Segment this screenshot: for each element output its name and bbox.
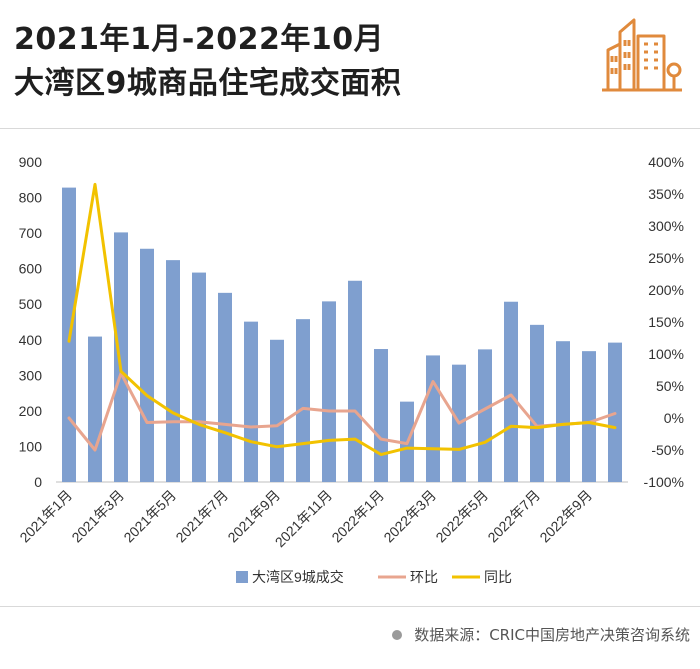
x-tick-label: 2022年1月 (328, 487, 387, 546)
title-divider (0, 128, 700, 129)
source-note: 数据来源：CRIC中国房地产决策咨询系统 (392, 624, 690, 645)
y-left-tick-label: 400 (19, 332, 43, 348)
bar (504, 301, 518, 482)
footer-divider (0, 606, 700, 607)
x-tick-label: 2022年7月 (484, 487, 543, 546)
legend-label-bar: 大湾区9城成交 (252, 569, 344, 585)
y-left-tick-label: 300 (19, 367, 43, 383)
line-series-yoy (67, 182, 617, 456)
y-right-tick-label: 300% (648, 218, 684, 234)
y-right-tick-label: 150% (648, 314, 684, 330)
y-left-tick-label: 600 (19, 261, 43, 277)
y-right-tick-label: -100% (644, 474, 684, 490)
y-left-tick-label: 700 (19, 225, 43, 241)
y-left-tick-label: 900 (19, 154, 43, 170)
bar (114, 232, 128, 482)
bar (582, 351, 596, 482)
x-tick-label: 2021年5月 (120, 487, 179, 546)
legend-label-yoy: 同比 (484, 569, 512, 585)
bar (530, 324, 544, 482)
bar (556, 341, 570, 482)
x-tick-label: 2021年1月 (16, 487, 75, 546)
x-tick-label: 2022年9月 (536, 487, 595, 546)
legend-swatch-bar (236, 571, 248, 583)
y-left-tick-label: 0 (34, 474, 42, 490)
y-left-tick-label: 500 (19, 296, 43, 312)
x-tick-label: 2021年3月 (68, 487, 127, 546)
title-line-1: 2021年1月-2022年10月 (14, 22, 385, 57)
bar (348, 280, 362, 482)
bar (270, 339, 284, 482)
y-left-tick-label: 100 (19, 438, 43, 454)
title-line-2: 大湾区9城商品住宅成交面积 (14, 66, 402, 101)
y-right-tick-label: 250% (648, 250, 684, 266)
y-right-tick-label: 400% (648, 154, 684, 170)
y-right-tick-label: 200% (648, 282, 684, 298)
chart-title: 2021年1月-2022年10月 大湾区9城商品住宅成交面积 (14, 18, 401, 106)
bullet-dot-icon (392, 629, 403, 640)
x-tick-label: 2021年7月 (172, 487, 231, 546)
legend-label-mom: 环比 (410, 569, 438, 585)
bar (218, 292, 232, 482)
city-buildings-icon (598, 14, 686, 98)
x-tick-label: 2022年3月 (380, 487, 439, 546)
y-left-tick-label: 200 (19, 403, 43, 419)
line-series-mom (67, 371, 617, 452)
y-right-tick-label: 50% (656, 378, 684, 394)
bar (374, 349, 388, 482)
y-right-tick-label: 100% (648, 346, 684, 362)
bar (244, 321, 258, 482)
bar (322, 301, 336, 482)
bar (478, 349, 492, 482)
bar (192, 272, 206, 482)
source-text: 数据来源：CRIC中国房地产决策咨询系统 (414, 626, 690, 644)
bar (426, 355, 440, 482)
x-tick-label: 2022年5月 (432, 487, 491, 546)
bar (296, 319, 310, 482)
bar (88, 336, 102, 482)
y-left-tick-label: 800 (19, 190, 43, 206)
bar (166, 260, 180, 482)
y-right-tick-label: 0% (664, 410, 684, 426)
chart-area: 0 100 200 300 400 500 600 700 800 900 -100% -50% 0% 5… (16, 154, 684, 585)
y-right-tick-label: 350% (648, 186, 684, 202)
bar (140, 248, 154, 482)
y-right-tick-label: -50% (651, 442, 684, 458)
